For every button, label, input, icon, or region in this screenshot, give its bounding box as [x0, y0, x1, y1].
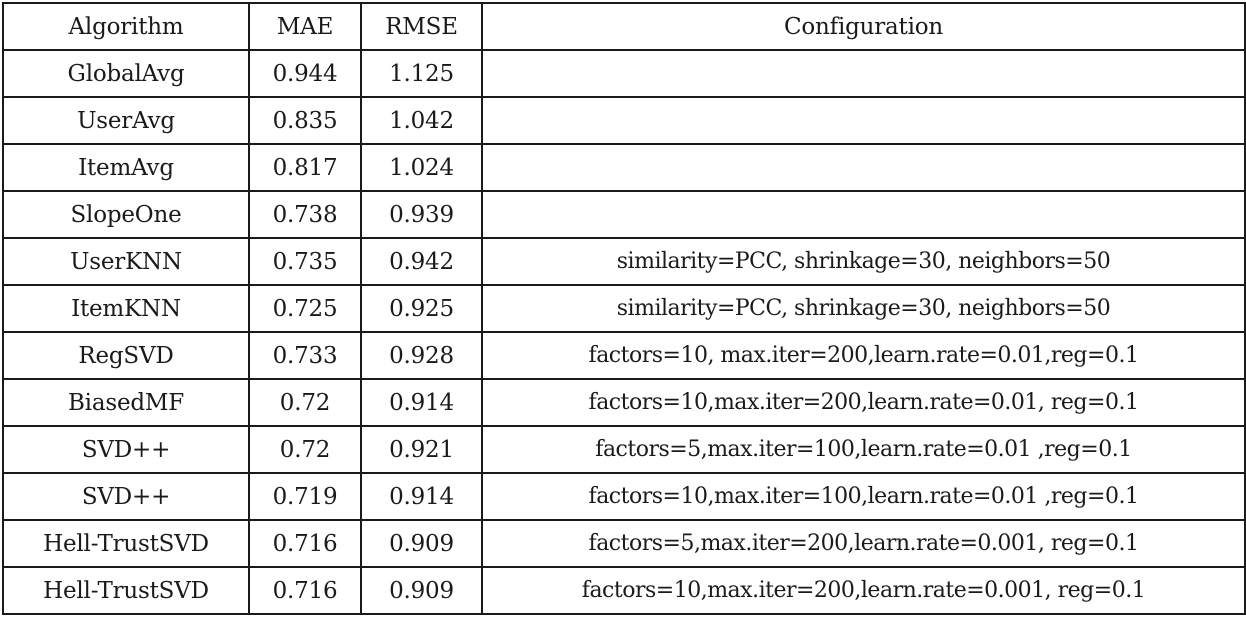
cell-rmse: 1.042 [360, 96, 483, 145]
table-row: BiasedMF 0.72 0.914 factors=10,max.iter=… [2, 378, 1246, 427]
cell-mae: 0.817 [248, 143, 362, 192]
cell-configuration [481, 190, 1246, 239]
cell-configuration: similarity=PCC, shrinkage=30, neighbors=… [481, 237, 1246, 286]
cell-rmse: 0.914 [360, 472, 483, 521]
header-algorithm: Algorithm [2, 2, 250, 51]
cell-rmse: 0.925 [360, 284, 483, 333]
cell-configuration: factors=5,max.iter=200,learn.rate=0.001,… [481, 519, 1246, 568]
cell-algorithm: UserKNN [2, 237, 250, 286]
cell-algorithm: UserAvg [2, 96, 250, 145]
cell-configuration: factors=10,max.iter=100,learn.rate=0.01 … [481, 472, 1246, 521]
cell-configuration: factors=10,max.iter=200,learn.rate=0.001… [481, 566, 1246, 615]
cell-mae: 0.72 [248, 378, 362, 427]
cell-rmse: 0.939 [360, 190, 483, 239]
table-row: RegSVD 0.733 0.928 factors=10, max.iter=… [2, 331, 1246, 380]
cell-algorithm: GlobalAvg [2, 49, 250, 98]
table-header: Algorithm MAE RMSE Configuration [2, 2, 1246, 51]
cell-configuration: factors=10, max.iter=200,learn.rate=0.01… [481, 331, 1246, 380]
cell-mae: 0.716 [248, 566, 362, 615]
table-row: Hell-TrustSVD 0.716 0.909 factors=10,max… [2, 566, 1246, 615]
cell-mae: 0.835 [248, 96, 362, 145]
cell-algorithm: BiasedMF [2, 378, 250, 427]
table-row: GlobalAvg 0.944 1.125 [2, 49, 1246, 98]
cell-rmse: 0.909 [360, 566, 483, 615]
header-rmse: RMSE [360, 2, 483, 51]
cell-configuration: factors=5,max.iter=100,learn.rate=0.01 ,… [481, 425, 1246, 474]
cell-rmse: 0.909 [360, 519, 483, 568]
cell-algorithm: Hell-TrustSVD [2, 519, 250, 568]
cell-configuration [481, 143, 1246, 192]
table-row: ItemAvg 0.817 1.024 [2, 143, 1246, 192]
cell-rmse: 0.914 [360, 378, 483, 427]
cell-configuration [481, 96, 1246, 145]
cell-mae: 0.733 [248, 331, 362, 380]
cell-configuration [481, 49, 1246, 98]
cell-mae: 0.716 [248, 519, 362, 568]
cell-rmse: 0.921 [360, 425, 483, 474]
cell-rmse: 1.125 [360, 49, 483, 98]
cell-algorithm: Hell-TrustSVD [2, 566, 250, 615]
cell-algorithm: SVD++ [2, 425, 250, 474]
table-row: ItemKNN 0.725 0.925 similarity=PCC, shri… [2, 284, 1246, 333]
cell-algorithm: ItemAvg [2, 143, 250, 192]
cell-configuration: factors=10,max.iter=200,learn.rate=0.01,… [481, 378, 1246, 427]
table-row: SVD++ 0.719 0.914 factors=10,max.iter=10… [2, 472, 1246, 521]
cell-algorithm: SVD++ [2, 472, 250, 521]
cell-mae: 0.944 [248, 49, 362, 98]
header-mae: MAE [248, 2, 362, 51]
cell-rmse: 0.942 [360, 237, 483, 286]
cell-mae: 0.725 [248, 284, 362, 333]
results-table: Algorithm MAE RMSE Configuration GlobalA… [2, 2, 1246, 615]
results-table-container: Algorithm MAE RMSE Configuration GlobalA… [2, 2, 1246, 615]
cell-algorithm: ItemKNN [2, 284, 250, 333]
table-body: GlobalAvg 0.944 1.125 UserAvg 0.835 1.04… [2, 49, 1246, 615]
cell-rmse: 0.928 [360, 331, 483, 380]
header-row: Algorithm MAE RMSE Configuration [2, 2, 1246, 51]
table-row: Hell-TrustSVD 0.716 0.909 factors=5,max.… [2, 519, 1246, 568]
table-row: SlopeOne 0.738 0.939 [2, 190, 1246, 239]
table-row: SVD++ 0.72 0.921 factors=5,max.iter=100,… [2, 425, 1246, 474]
cell-algorithm: SlopeOne [2, 190, 250, 239]
cell-mae: 0.738 [248, 190, 362, 239]
cell-mae: 0.719 [248, 472, 362, 521]
cell-mae: 0.72 [248, 425, 362, 474]
table-row: UserAvg 0.835 1.042 [2, 96, 1246, 145]
table-row: UserKNN 0.735 0.942 similarity=PCC, shri… [2, 237, 1246, 286]
cell-rmse: 1.024 [360, 143, 483, 192]
cell-mae: 0.735 [248, 237, 362, 286]
header-configuration: Configuration [481, 2, 1246, 51]
cell-configuration: similarity=PCC, shrinkage=30, neighbors=… [481, 284, 1246, 333]
cell-algorithm: RegSVD [2, 331, 250, 380]
